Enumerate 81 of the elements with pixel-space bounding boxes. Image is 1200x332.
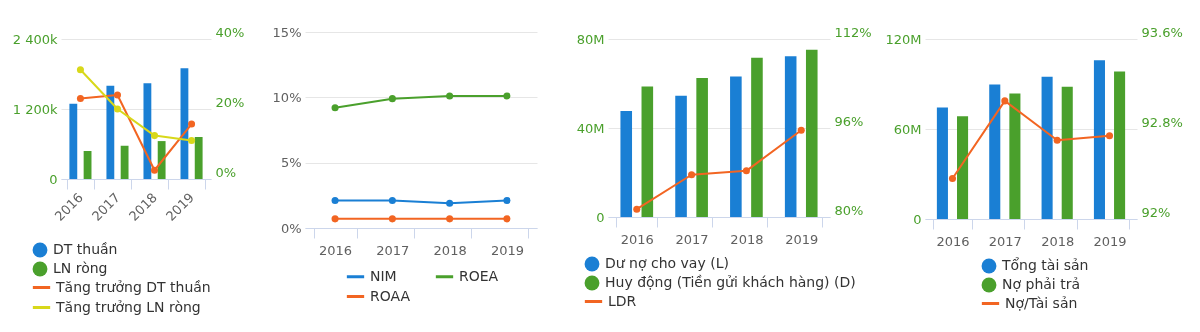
bar — [1093, 60, 1105, 219]
x-tick-label: 2016 — [936, 233, 970, 249]
y2-tick-label: 93.6% — [1141, 24, 1183, 40]
y-tick-label: 5% — [280, 155, 302, 171]
y-tick-label: 2 400k — [12, 31, 58, 47]
bar — [936, 107, 948, 219]
point — [503, 92, 511, 100]
bar — [1009, 93, 1021, 219]
point — [446, 215, 454, 223]
y-tick-label: 120M — [885, 31, 922, 47]
x-tick-label: 2017 — [376, 242, 410, 258]
point — [388, 197, 396, 205]
y-tick-label: 15% — [272, 24, 302, 40]
y2-tick-label: 92.8% — [1141, 114, 1183, 130]
bar — [143, 83, 152, 179]
legend-label: Dư nợ cho vay (L) — [605, 255, 729, 271]
x-tick-label: 2016 — [319, 242, 353, 258]
legend-label: ROEA — [459, 267, 499, 284]
y2-tick-label: 40% — [215, 24, 245, 40]
y2-tick-label: 96% — [834, 113, 864, 129]
x-tick-label: 2019 — [785, 231, 819, 247]
bar — [805, 49, 818, 217]
y-tick-label: 1 200k — [12, 101, 58, 117]
y2-tick-label: 112% — [834, 24, 872, 40]
bar — [751, 57, 763, 217]
bar — [641, 86, 654, 217]
bar — [194, 137, 203, 179]
x-tick-label: 2018 — [1041, 233, 1075, 249]
x-tick-label: 2017 — [675, 231, 709, 247]
x-tick-label: 2016 — [620, 231, 654, 247]
y2-tick-label: 92% — [1141, 204, 1171, 220]
legend-label: NIM — [370, 267, 397, 284]
point — [446, 199, 454, 207]
bar — [957, 116, 969, 219]
x-tick-label: 2018 — [730, 231, 764, 247]
point — [446, 92, 454, 100]
point — [331, 104, 339, 112]
y-tick-label: 80M — [576, 31, 605, 47]
point — [503, 197, 511, 205]
y-tick-label: 0 — [49, 171, 58, 187]
y-tick-label: 0 — [596, 209, 605, 225]
bar — [120, 145, 129, 179]
bar — [730, 76, 742, 217]
legend-label: LDR — [608, 292, 637, 309]
bar — [1114, 71, 1126, 219]
legend-label: Nợ phải trả — [1002, 276, 1080, 292]
bar — [106, 85, 115, 179]
legend-label: ROAA — [370, 287, 411, 304]
y-tick-label: 40M — [576, 120, 605, 136]
y-tick-label: 0% — [280, 220, 302, 236]
point — [388, 215, 396, 223]
bar — [1041, 76, 1053, 219]
bar — [157, 141, 166, 179]
legend-label: Tổng tài sản — [1001, 257, 1089, 273]
x-tick-label: 2017 — [988, 233, 1022, 249]
bar — [69, 103, 78, 179]
y2-tick-label: 80% — [834, 202, 864, 218]
legend-label: Nợ/Tài sản — [1005, 294, 1078, 311]
point — [331, 215, 339, 223]
y-tick-label: 10% — [272, 89, 302, 105]
bar — [784, 56, 797, 217]
legend-label: Tăng trưởng DT thuần — [55, 278, 211, 295]
legend-label: DT thuần — [53, 241, 118, 257]
y-tick-label: 60M — [893, 121, 922, 137]
bar — [620, 111, 633, 217]
legend-label: LN ròng — [53, 260, 108, 276]
point — [503, 215, 511, 223]
legend-label: Tăng trưởng LN ròng — [55, 298, 201, 315]
y2-tick-label: 20% — [215, 94, 245, 110]
y-tick-label: 0 — [913, 211, 922, 227]
x-tick-label: 2018 — [433, 242, 467, 258]
point — [331, 197, 339, 205]
point — [388, 95, 396, 103]
x-tick-label: 2019 — [1093, 233, 1127, 249]
y2-tick-label: 0% — [215, 164, 237, 180]
legend-label: Huy động (Tiền gửi khách hàng) (D) — [605, 274, 856, 290]
bar — [989, 84, 1001, 219]
bar — [1061, 86, 1073, 219]
bar — [675, 95, 687, 217]
x-tick-label: 2019 — [490, 242, 524, 258]
bar — [696, 77, 708, 217]
